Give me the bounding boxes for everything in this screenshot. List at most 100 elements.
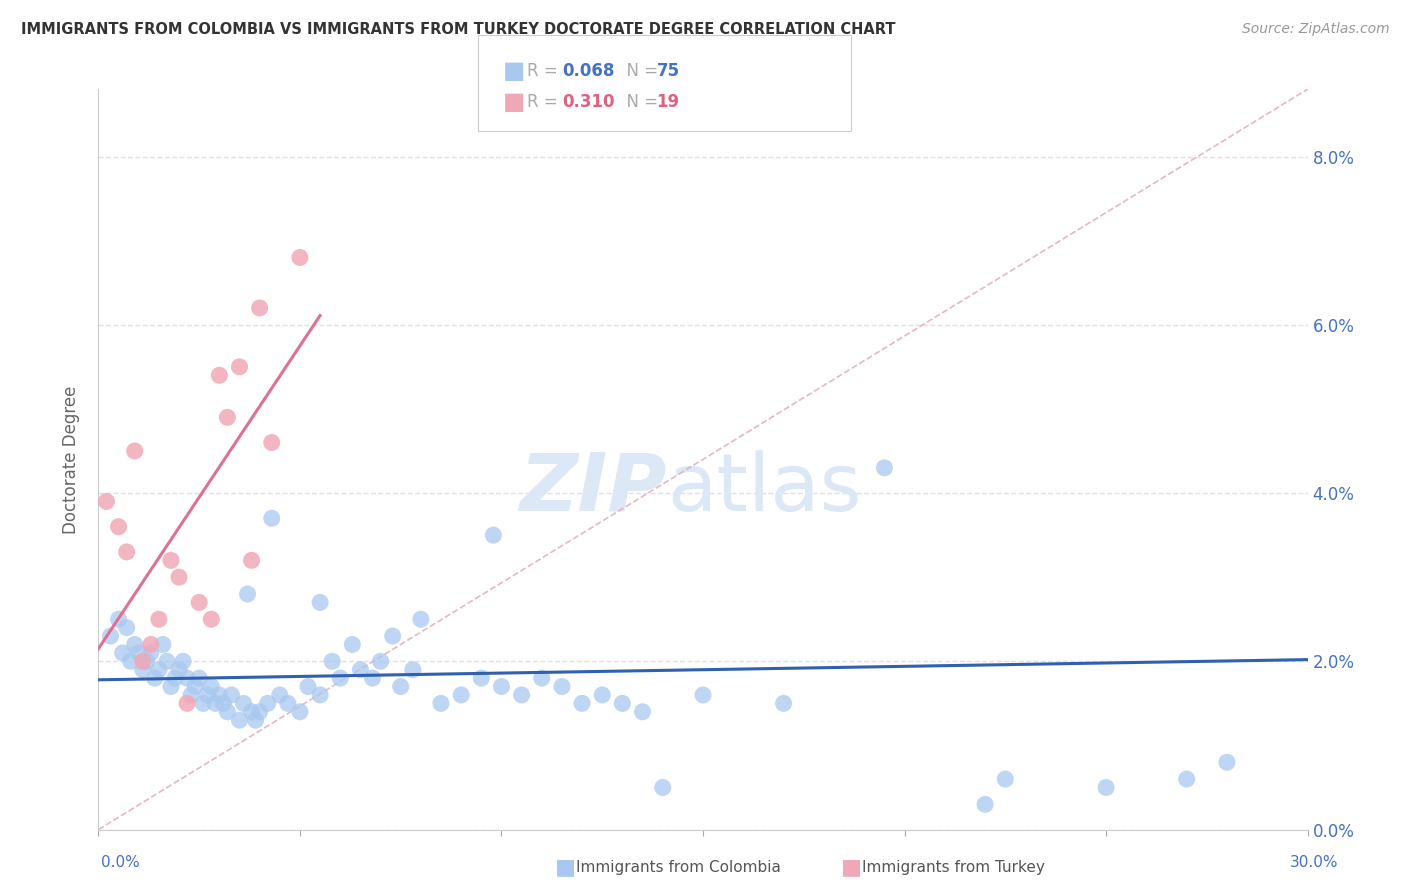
- Point: [188, 595, 211, 609]
- Point: [188, 671, 211, 685]
- Point: [277, 697, 299, 711]
- Point: [873, 460, 896, 475]
- Text: 0.068: 0.068: [562, 62, 614, 80]
- Point: [132, 663, 155, 677]
- Point: [160, 680, 183, 694]
- Point: [1175, 772, 1198, 786]
- Text: ■: ■: [555, 857, 576, 877]
- Text: N =: N =: [616, 62, 664, 80]
- Point: [491, 680, 513, 694]
- Point: [100, 629, 122, 643]
- Point: [148, 612, 170, 626]
- Point: [120, 654, 142, 668]
- Point: [167, 663, 190, 677]
- Text: 0.310: 0.310: [562, 93, 614, 111]
- Point: [193, 697, 215, 711]
- Point: [124, 637, 146, 651]
- Point: [309, 595, 332, 609]
- Point: [232, 697, 254, 711]
- Point: [172, 654, 194, 668]
- Point: [217, 410, 239, 425]
- Point: [288, 705, 311, 719]
- Text: ■: ■: [841, 857, 862, 877]
- Point: [772, 697, 794, 711]
- Point: [204, 697, 226, 711]
- Point: [221, 688, 243, 702]
- Point: [180, 688, 202, 702]
- Y-axis label: Doctorate Degree: Doctorate Degree: [62, 385, 80, 533]
- Point: [249, 705, 271, 719]
- Text: ■: ■: [503, 90, 526, 113]
- Point: [107, 612, 129, 626]
- Point: [128, 646, 150, 660]
- Point: [249, 301, 271, 315]
- Point: [349, 663, 371, 677]
- Text: N =: N =: [616, 93, 664, 111]
- Point: [329, 671, 352, 685]
- Point: [148, 663, 170, 677]
- Point: [1216, 756, 1239, 770]
- Point: [1095, 780, 1118, 795]
- Point: [361, 671, 384, 685]
- Point: [208, 368, 231, 383]
- Point: [240, 553, 263, 567]
- Point: [381, 629, 404, 643]
- Text: Immigrants from Turkey: Immigrants from Turkey: [862, 860, 1045, 874]
- Point: [510, 688, 533, 702]
- Point: [631, 705, 654, 719]
- Text: atlas: atlas: [666, 450, 860, 528]
- Point: [111, 646, 134, 660]
- Point: [482, 528, 505, 542]
- Point: [228, 359, 250, 374]
- Point: [591, 688, 613, 702]
- Point: [115, 545, 138, 559]
- Text: R =: R =: [527, 93, 564, 111]
- Point: [156, 654, 179, 668]
- Text: 19: 19: [657, 93, 679, 111]
- Point: [692, 688, 714, 702]
- Point: [184, 680, 207, 694]
- Point: [208, 688, 231, 702]
- Point: [217, 705, 239, 719]
- Point: [470, 671, 492, 685]
- Point: [139, 637, 162, 651]
- Point: [212, 697, 235, 711]
- Point: [288, 251, 311, 265]
- Point: [143, 671, 166, 685]
- Point: [450, 688, 472, 702]
- Point: [167, 570, 190, 584]
- Point: [132, 654, 155, 668]
- Point: [245, 713, 267, 727]
- Text: 75: 75: [657, 62, 679, 80]
- Point: [530, 671, 553, 685]
- Text: Source: ZipAtlas.com: Source: ZipAtlas.com: [1241, 22, 1389, 37]
- Text: ■: ■: [503, 60, 526, 83]
- Point: [200, 680, 222, 694]
- Point: [260, 511, 283, 525]
- Point: [430, 697, 453, 711]
- Point: [309, 688, 332, 702]
- Text: IMMIGRANTS FROM COLOMBIA VS IMMIGRANTS FROM TURKEY DOCTORATE DEGREE CORRELATION : IMMIGRANTS FROM COLOMBIA VS IMMIGRANTS F…: [21, 22, 896, 37]
- Point: [124, 444, 146, 458]
- Point: [389, 680, 412, 694]
- Point: [115, 621, 138, 635]
- Point: [297, 680, 319, 694]
- Point: [256, 697, 278, 711]
- Point: [994, 772, 1017, 786]
- Point: [139, 646, 162, 660]
- Point: [402, 663, 425, 677]
- Point: [152, 637, 174, 651]
- Point: [135, 654, 157, 668]
- Point: [160, 553, 183, 567]
- Point: [612, 697, 634, 711]
- Text: Immigrants from Colombia: Immigrants from Colombia: [576, 860, 782, 874]
- Point: [107, 519, 129, 533]
- Point: [370, 654, 392, 668]
- Point: [342, 637, 364, 651]
- Text: 0.0%: 0.0%: [101, 855, 141, 870]
- Point: [571, 697, 593, 711]
- Point: [195, 688, 218, 702]
- Point: [651, 780, 673, 795]
- Text: R =: R =: [527, 62, 564, 80]
- Text: 30.0%: 30.0%: [1291, 855, 1339, 870]
